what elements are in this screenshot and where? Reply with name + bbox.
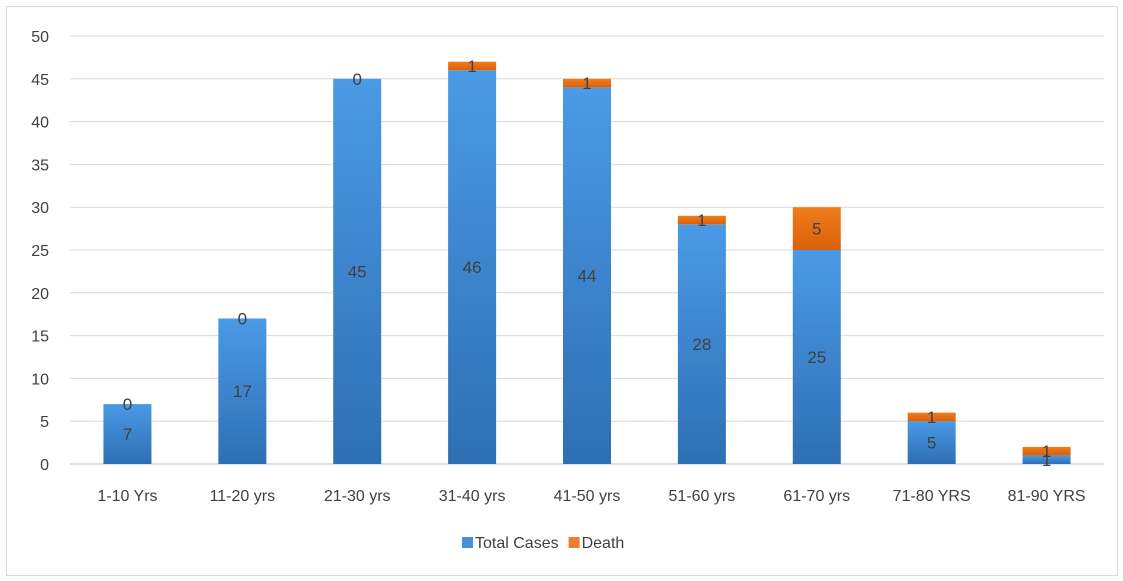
legend-label-total-cases: Total Cases <box>475 535 559 552</box>
x-tick-label: 21-30 yrs <box>324 488 391 505</box>
chart-frame <box>6 6 1118 576</box>
x-tick-label: 81-90 YRS <box>1008 488 1086 505</box>
data-label-total-cases: 45 <box>348 262 367 281</box>
x-tick-label: 71-80 YRS <box>893 488 971 505</box>
bar-death <box>907 412 956 422</box>
data-label-total-cases: 46 <box>463 258 482 277</box>
bar-death <box>563 78 611 88</box>
data-label-death: 1 <box>467 57 476 76</box>
bar-death <box>1022 446 1071 456</box>
data-label-death: 0 <box>123 395 132 414</box>
data-label-death: 0 <box>352 70 361 89</box>
data-label-death: 1 <box>1042 442 1051 461</box>
x-axis-tick-labels: 1-10 Yrs 11-20 yrs 21-30 yrs 31-40 yrs 41-50… <box>97 488 1085 505</box>
y-tick-label: 0 <box>40 457 49 474</box>
legend: Total Cases Death <box>462 535 624 552</box>
x-tick-label: 31-40 yrs <box>439 488 506 505</box>
x-tick-label: 61-70 yrs <box>783 488 850 505</box>
legend-swatch-total-cases <box>462 537 473 548</box>
x-tick-label: 41-50 yrs <box>554 488 621 505</box>
y-tick-label: 40 <box>31 115 49 132</box>
y-tick-label: 15 <box>31 329 49 346</box>
bar-death <box>448 61 497 71</box>
data-label-death: 5 <box>812 220 821 239</box>
y-tick-label: 45 <box>31 72 49 89</box>
data-label-total-cases: 5 <box>927 434 936 453</box>
y-tick-label: 30 <box>31 200 49 217</box>
bar-total-cases <box>448 70 497 465</box>
bar-total-cases <box>218 318 267 464</box>
bar-death <box>792 207 841 250</box>
bar-total-cases <box>792 250 841 464</box>
x-tick-label: 1-10 Yrs <box>97 488 157 505</box>
y-tick-label: 20 <box>31 286 49 303</box>
y-axis-tick-labels: 0 5 10 15 20 25 30 35 40 45 50 <box>31 29 49 474</box>
bar-total-cases <box>907 421 956 464</box>
bar-total-cases <box>333 78 382 465</box>
bar-total-cases <box>563 87 611 465</box>
x-tick-label: 11-20 yrs <box>210 488 276 505</box>
y-tick-label: 50 <box>31 29 49 46</box>
data-label-total-cases: 28 <box>692 335 711 354</box>
legend-label-death: Death <box>582 535 625 552</box>
y-tick-label: 35 <box>31 157 49 174</box>
x-tick-label: 51-60 yrs <box>669 488 736 505</box>
y-tick-label: 5 <box>40 414 49 431</box>
data-label-total-cases: 17 <box>233 382 252 401</box>
y-tick-label: 25 <box>31 243 49 260</box>
bar-death <box>677 215 726 225</box>
y-tick-label: 10 <box>31 371 49 388</box>
legend-swatch-death <box>568 537 580 548</box>
bar-total-cases <box>1022 455 1071 464</box>
data-label-total-cases: 7 <box>123 425 132 444</box>
bar-total-cases <box>103 404 152 464</box>
data-label-total-cases: 25 <box>807 348 826 367</box>
data-label-death: 0 <box>238 309 247 328</box>
data-label-total-cases: 1 <box>1042 451 1051 470</box>
data-label-total-cases: 44 <box>578 267 597 286</box>
bars <box>103 61 1071 465</box>
bar-total-cases <box>677 224 726 464</box>
data-label-death: 1 <box>927 408 936 427</box>
data-label-death: 1 <box>582 74 591 93</box>
data-label-death: 1 <box>697 211 706 230</box>
